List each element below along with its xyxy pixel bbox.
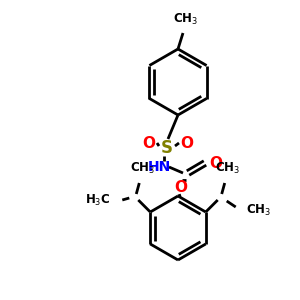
Text: CH$_3$: CH$_3$ <box>246 202 271 217</box>
Text: HN: HN <box>147 160 171 174</box>
Text: O: O <box>142 136 155 151</box>
Text: S: S <box>161 139 173 157</box>
Text: O: O <box>209 155 222 170</box>
Text: H$_3$C: H$_3$C <box>85 193 110 208</box>
Text: CH$_3$: CH$_3$ <box>215 161 240 176</box>
Text: O: O <box>175 181 188 196</box>
Text: O: O <box>181 136 194 151</box>
Text: CH$_3$: CH$_3$ <box>173 12 199 27</box>
Text: CH$_3$: CH$_3$ <box>130 161 155 176</box>
